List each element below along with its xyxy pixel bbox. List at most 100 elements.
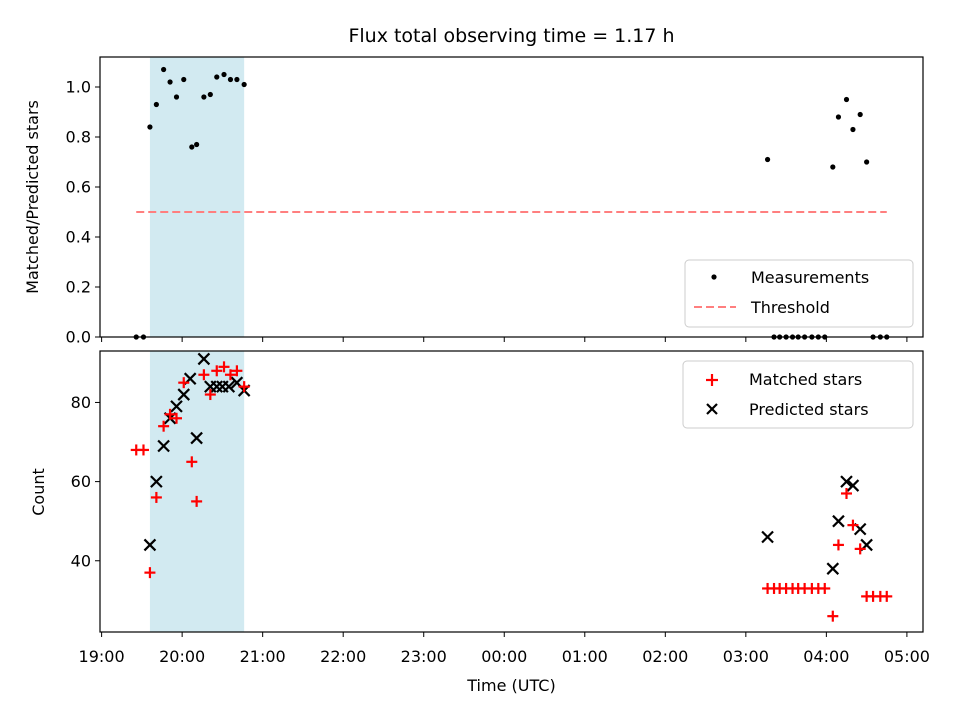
legend-predicted-marker [706,403,718,415]
x-tick-label: 20:00 [159,647,205,666]
measurement-point [207,91,213,98]
bottom-shaded-region [149,351,245,632]
top-y-axis-label: Matched/Predicted stars [23,100,42,294]
measurement-point [189,144,195,150]
measurement-point [764,156,771,163]
top-legend-box [684,259,914,328]
legend-measurements-label: Measurements [751,268,869,287]
matched-star-point [881,590,893,602]
x-tick-label: 00:00 [481,647,527,666]
top-y-tick-label: 0.8 [66,128,91,147]
bottom-panel: 40 60 80 19:00 20:00 21:00 22:00 23:00 00:00 01:… [29,350,930,695]
predicted-star-point [222,380,236,393]
bottom-x-ticks: 19:00 20:00 21:00 22:00 23:00 00:00 01:00 02:00… [79,632,930,666]
predicted-star-point [157,439,170,453]
measurement-point [843,96,850,103]
bottom-y-tick-label: 80 [71,393,91,412]
bottom-legend: Matched stars Predicted stars [682,360,914,429]
predicted-star-point [197,352,211,366]
matched-star-point [224,369,236,381]
matched-star-point [198,369,210,381]
measurement-point [830,164,836,170]
matched-star-point [827,610,839,622]
measurement-point [227,76,234,83]
x-tick-label: 03:00 [723,647,769,666]
x-tick-label: 01:00 [562,647,608,666]
legend-threshold-label: Threshold [750,298,830,317]
predicted-star-point [170,400,183,413]
measurement-point [194,141,200,148]
top-y-tick-label: 0.2 [66,278,91,297]
measurement-point [835,114,842,120]
top-y-ticks: 0.0 0.2 0.4 0.6 0.8 1.0 [66,78,100,347]
measurement-point [181,76,187,83]
bottom-axes-frame [99,350,924,633]
matched-star-point [211,365,223,377]
legend-predicted-label: Predicted stars [749,400,869,419]
legend-matched-marker [706,374,718,386]
measurement-point [221,71,227,78]
matched-star-point [231,365,243,377]
x-tick-label: 02:00 [642,647,688,666]
x-axis-label: Time (UTC) [466,676,555,695]
measurement-point [153,101,159,108]
x-tick-label: 04:00 [803,647,849,666]
top-shaded-region [149,57,245,337]
top-legend: Measurements Threshold [684,259,914,328]
matched-star-point [158,420,170,432]
matched-star-point [178,377,190,389]
bottom-legend-box [682,360,914,429]
matched-stars-points [130,361,893,622]
predicted-star-point [846,479,860,492]
predicted-star-point [832,514,845,528]
predicted-star-point [826,562,840,575]
matched-star-point [164,408,176,420]
matched-star-point [819,582,831,594]
matched-star-point [144,567,156,579]
predicted-star-point [150,475,163,488]
top-y-tick-label: 1.0 [66,78,91,97]
matched-star-point [171,412,183,424]
matched-star-point [847,519,859,531]
measurement-point [147,124,153,130]
measurement-point [201,94,207,100]
x-tick-label: 05:00 [884,647,930,666]
bottom-y-ticks: 40 60 80 [71,393,100,570]
legend-matched-label: Matched stars [749,370,862,389]
top-panel: 0.0 0.2 0.4 0.6 0.8 1.0 Matched/Predicted sta… [23,56,924,347]
chart-title: Flux total observing time = 1.17 h [348,25,674,47]
predicted-star-point [143,538,157,552]
matched-star-point [218,361,230,373]
matched-star-point [137,444,149,456]
predicted-star-point [190,431,203,445]
top-y-tick-label: 0.0 [66,328,91,347]
measurement-point [234,76,240,83]
measurement-point [173,94,180,100]
matched-star-point [238,381,250,393]
x-tick-label: 21:00 [240,647,286,666]
matched-star-point [854,543,866,555]
top-y-tick-label: 0.6 [66,178,91,197]
legend-measurements-marker [711,274,717,280]
x-tick-label: 22:00 [320,647,366,666]
measurement-point [241,81,247,88]
matched-star-point [186,456,198,468]
x-tick-label: 19:00 [79,647,125,666]
matched-star-point [840,487,852,499]
matched-star-point [150,491,162,503]
top-y-tick-label: 0.4 [66,228,91,247]
top-axes-frame [99,56,924,338]
predicted-star-point [210,380,224,393]
top-x-ticks [101,337,908,342]
bottom-y-tick-label: 40 [71,551,91,570]
matched-star-point [832,539,844,551]
predicted-star-point [840,475,853,488]
x-tick-label: 23:00 [401,647,447,666]
measurement-point [857,111,863,118]
matched-star-point [204,389,216,401]
measurement-point [161,66,167,73]
measurement-point [214,74,220,80]
predicted-star-point [177,388,191,401]
